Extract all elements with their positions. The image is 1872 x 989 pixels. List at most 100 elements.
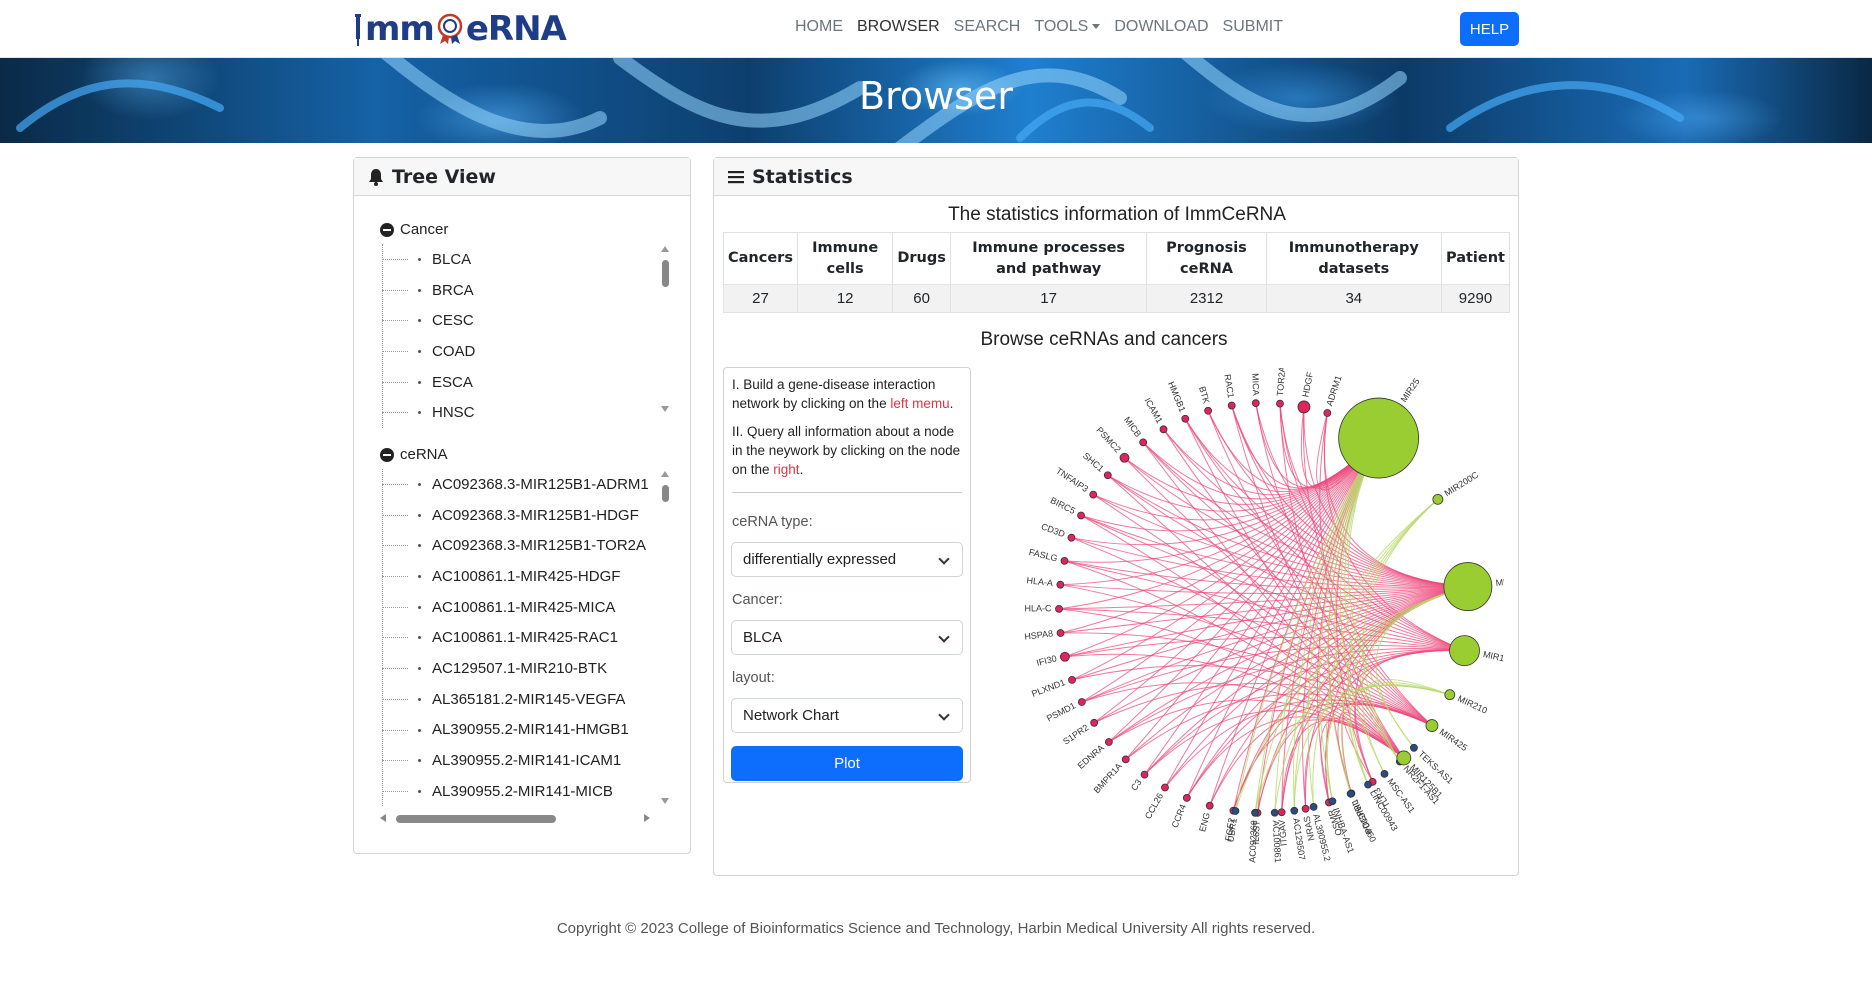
- mirna-node[interactable]: [1338, 397, 1420, 479]
- mirna-node[interactable]: [1396, 750, 1412, 766]
- nav-submit[interactable]: SUBMIT: [1216, 18, 1290, 36]
- nav-home[interactable]: HOME: [788, 18, 850, 36]
- scroll-right-icon[interactable]: [644, 814, 650, 822]
- mrna-node[interactable]: [1119, 452, 1130, 463]
- tree-node-cerna[interactable]: ceRNA: [380, 446, 448, 463]
- tree-item-cancer[interactable]: HNSC: [382, 397, 650, 428]
- mrna-node[interactable]: [1181, 414, 1190, 423]
- tree-item-cerna[interactable]: AL390955.2-MIR141-MICB: [382, 776, 650, 806]
- mrna-node[interactable]: [1182, 794, 1191, 802]
- nav-browser[interactable]: BROWSER: [850, 18, 947, 36]
- tree-item-cancer[interactable]: COAD: [382, 336, 650, 367]
- lncrna-node[interactable]: [1290, 806, 1299, 815]
- mrna-node[interactable]: [1276, 399, 1284, 408]
- plot-button[interactable]: Plot: [731, 746, 963, 781]
- cerna-type-select[interactable]: differentially expressed: [731, 542, 963, 577]
- mrna-node[interactable]: [1077, 511, 1085, 520]
- lncrna-node[interactable]: [1346, 789, 1355, 798]
- nav-download[interactable]: DOWNLOAD: [1107, 18, 1215, 36]
- tree-item-label: COAD: [432, 342, 476, 360]
- mrna-node[interactable]: [1090, 718, 1099, 727]
- tree-item-cerna[interactable]: AC100861.1-MIR425-MICA: [382, 592, 650, 623]
- mrna-node[interactable]: [1060, 556, 1069, 565]
- cancer-select[interactable]: BLCA: [731, 620, 963, 655]
- lncrna-node[interactable]: [1251, 808, 1259, 817]
- mrna-node[interactable]: [1205, 801, 1214, 810]
- lncrna-node[interactable]: [1364, 780, 1372, 789]
- network-edge: [1125, 586, 1468, 760]
- lncrna-node[interactable]: [1328, 797, 1337, 806]
- tree-item-cerna[interactable]: AL365181.2-MIR145-VEGFA: [382, 684, 650, 715]
- tree-item-cancer[interactable]: ESCA: [382, 367, 650, 398]
- network-chart[interactable]: ADRM1HDGFTOR2AMICARAC1BTKHMGB1ICAM1MICBP…: [984, 368, 1504, 868]
- tree-item-cancer[interactable]: CESC: [382, 305, 650, 336]
- mrna-node[interactable]: [1161, 783, 1169, 792]
- tree-item-cancer[interactable]: BLCA: [382, 244, 650, 275]
- scroll-up-icon[interactable]: [661, 471, 669, 477]
- stats-table: Cancers Immune cells Drugs Immune proces…: [723, 232, 1511, 313]
- tree-item-cerna[interactable]: AL390955.2-MIR141-ICAM1: [382, 745, 650, 776]
- scroll-down-icon[interactable]: [661, 406, 669, 412]
- lncrna-node[interactable]: [1231, 807, 1240, 815]
- mrna-node[interactable]: [1297, 400, 1311, 414]
- mrna-node[interactable]: [1121, 755, 1130, 764]
- mrna-node[interactable]: [1059, 651, 1070, 662]
- lncrna-node[interactable]: [1410, 743, 1418, 752]
- mrna-node[interactable]: [1323, 409, 1332, 417]
- mrna-node[interactable]: [1068, 675, 1076, 684]
- mrna-node[interactable]: [1251, 399, 1260, 408]
- lncrna-node[interactable]: [1380, 769, 1389, 778]
- mrna-node[interactable]: [1055, 604, 1063, 613]
- tree-item-cerna[interactable]: AC129507.1-MIR210-BTK: [382, 653, 650, 684]
- tree-item-cerna[interactable]: AC092368.3-MIR125B1-ADRM1: [382, 469, 650, 500]
- mrna-node[interactable]: [1204, 406, 1213, 415]
- mrna-node[interactable]: [1104, 738, 1113, 746]
- mrna-node[interactable]: [1140, 770, 1149, 779]
- scroll-up-icon[interactable]: [661, 246, 669, 252]
- cancer-scrollbar[interactable]: [659, 246, 671, 416]
- tree-node-cancer[interactable]: Cancer: [380, 221, 448, 238]
- mrna-node[interactable]: [1139, 438, 1148, 447]
- nav-tools[interactable]: TOOLS: [1027, 18, 1107, 36]
- column-header: Prognosis ceRNA: [1146, 232, 1267, 285]
- cerna-type-value: differentially expressed: [743, 551, 897, 568]
- scroll-left-icon[interactable]: [380, 814, 386, 822]
- cerna-horizontal-scrollbar[interactable]: [380, 812, 650, 824]
- mrna-node[interactable]: [1277, 808, 1286, 817]
- tree-item-cerna[interactable]: AL390955.2-MIR141-HMGB1: [382, 715, 650, 746]
- mrna-node[interactable]: [1067, 533, 1076, 542]
- mrna-node[interactable]: [1056, 629, 1065, 637]
- collapse-icon[interactable]: [380, 222, 394, 237]
- mirna-node[interactable]: [1425, 719, 1439, 732]
- mrna-node[interactable]: [1077, 698, 1086, 706]
- lncrna-node[interactable]: [1270, 808, 1279, 817]
- collapse-icon[interactable]: [380, 447, 394, 462]
- mirna-node[interactable]: [1444, 689, 1456, 701]
- tree-item-cerna[interactable]: AC092368.3-MIR125B1-HDGF: [382, 500, 650, 531]
- scroll-thumb[interactable]: [662, 260, 669, 287]
- scroll-thumb[interactable]: [396, 815, 556, 823]
- mrna-node[interactable]: [1089, 490, 1098, 499]
- help-button[interactable]: HELP: [1460, 12, 1519, 46]
- tree-item-cancer[interactable]: BRCA: [382, 275, 650, 306]
- mirna-node[interactable]: [1443, 562, 1493, 611]
- cerna-scrollbar[interactable]: [659, 471, 671, 808]
- logo[interactable]: mm eRNA: [353, 9, 567, 49]
- scroll-down-icon[interactable]: [661, 798, 669, 804]
- tree-item-cerna[interactable]: AC100861.1-MIR425-RAC1: [382, 622, 650, 653]
- mirna-node[interactable]: [1432, 493, 1444, 505]
- nav-search[interactable]: SEARCH: [947, 18, 1028, 36]
- tree-item-cerna[interactable]: AC100861.1-MIR425-HDGF: [382, 561, 650, 592]
- layout-select[interactable]: Network Chart: [731, 698, 963, 733]
- network-edge: [1107, 474, 1465, 652]
- mrna-node[interactable]: [1301, 804, 1310, 813]
- mrna-node-label: IL6ST: [1251, 820, 1262, 845]
- mrna-node[interactable]: [1227, 401, 1236, 410]
- lncrna-node[interactable]: [1309, 803, 1318, 811]
- mrna-node[interactable]: [1103, 471, 1112, 480]
- mrna-node[interactable]: [1159, 425, 1168, 434]
- mrna-node[interactable]: [1056, 580, 1065, 589]
- mirna-node[interactable]: [1449, 635, 1480, 667]
- scroll-thumb[interactable]: [662, 485, 669, 502]
- tree-item-cerna[interactable]: AC092368.3-MIR125B1-TOR2A: [382, 530, 650, 561]
